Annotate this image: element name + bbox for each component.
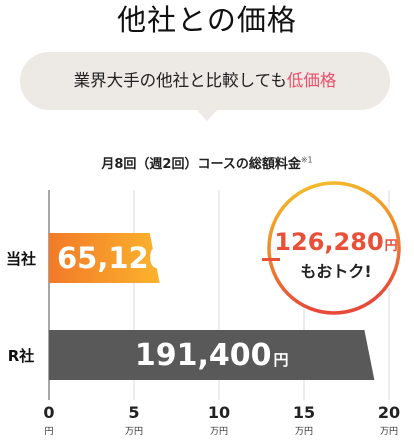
speech-bubble: 業界大手の他社と比較しても低価格 — [20, 52, 390, 110]
x-tick-label: 20 — [378, 403, 400, 422]
data-label: 191,400 円 — [135, 338, 289, 373]
x-tick-unit: 万円 — [210, 426, 228, 437]
data-label-unit: 円 — [171, 254, 186, 272]
callout-amount: 126,280円 — [274, 228, 397, 256]
data-label-unit: 円 — [274, 351, 289, 369]
category-label: R社 — [8, 347, 35, 365]
x-tick-unit: 万円 — [295, 426, 313, 437]
x-tick-unit: 万円 — [380, 426, 398, 437]
x-tick-unit: 万円 — [125, 426, 143, 437]
callout-amount-value: 126,280 — [274, 228, 383, 256]
bubble-highlight: 低価格 — [286, 71, 337, 90]
data-label-value: 191,400 — [135, 338, 272, 373]
callout-text: もおトク! — [300, 262, 371, 281]
bubble-text: 業界大手の他社と比較しても — [73, 71, 287, 90]
chart-title-text: 月8回（週2回）コースの総額料金 — [101, 157, 301, 172]
x-tick-label: 10 — [208, 403, 230, 422]
chart-title-note: ※1 — [300, 155, 313, 165]
x-tick-label: 5 — [128, 403, 139, 422]
bubble-tail — [196, 109, 218, 121]
bar — [49, 330, 375, 380]
callout-ring — [267, 181, 401, 315]
bar — [49, 233, 160, 283]
callout-dash — [262, 258, 280, 261]
x-tick-label: 0 — [43, 403, 54, 422]
chart-title: 月8回（週2回）コースの総額料金※1 — [0, 153, 414, 172]
x-tick-unit: 円 — [44, 426, 53, 437]
page-title: 他社との価格 — [117, 3, 297, 37]
category-label: 当社 — [6, 250, 36, 268]
callout-amount-unit: 円 — [385, 239, 398, 254]
data-label-value: 65,120 — [57, 241, 169, 275]
x-tick-label: 15 — [293, 403, 315, 422]
data-label: 65,120 円 — [57, 241, 186, 275]
callout-backdrop — [266, 180, 402, 316]
